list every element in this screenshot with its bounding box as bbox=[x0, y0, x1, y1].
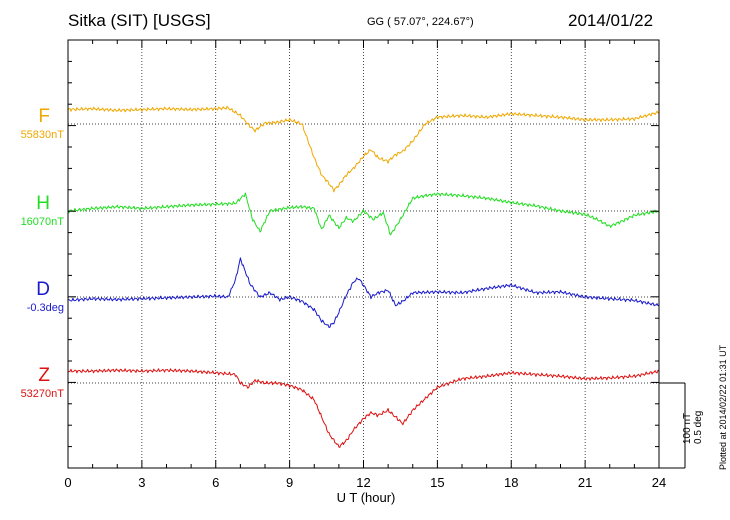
series-line-d bbox=[67, 257, 659, 328]
series-line-z bbox=[67, 368, 660, 448]
scale-bar bbox=[659, 382, 686, 469]
channel-label-z: Z bbox=[38, 365, 50, 386]
x-tick-label: 21 bbox=[578, 475, 592, 490]
scale-deg-label: 0.5 deg bbox=[693, 410, 704, 444]
date-label: 2014/01/22 bbox=[568, 11, 654, 30]
x-tick-label: 12 bbox=[356, 475, 370, 490]
channel-baseline-h: 16070nT bbox=[20, 216, 64, 228]
channel-baseline-z: 53270nT bbox=[20, 388, 64, 400]
channel-label-h: H bbox=[36, 193, 50, 214]
channel-label-f: F bbox=[38, 106, 50, 127]
grid-lines bbox=[141, 40, 586, 468]
x-tick-label: 3 bbox=[138, 475, 145, 490]
axis-ticks: 0 3 6 9 12 15 18 21 24 bbox=[64, 40, 666, 490]
x-tick-label: 18 bbox=[504, 475, 518, 490]
scale-nt-label: 100 nT bbox=[682, 412, 693, 444]
station-title: Sitka (SIT) [USGS] bbox=[68, 11, 211, 30]
series-lines bbox=[67, 105, 660, 448]
plotted-at-label: Plotted at 2014/02/22 01:31 UT bbox=[718, 344, 728, 470]
geographic-coordinates: GG ( 57.07°, 224.67°) bbox=[367, 16, 474, 28]
channel-label-d: D bbox=[36, 279, 50, 300]
x-tick-label: 24 bbox=[652, 475, 666, 490]
x-tick-label: 6 bbox=[212, 475, 219, 490]
x-tick-label: 0 bbox=[64, 475, 71, 490]
channel-baseline-d: -0.3deg bbox=[26, 302, 64, 314]
x-tick-label: 9 bbox=[286, 475, 293, 490]
series-line-h bbox=[67, 192, 660, 236]
channel-baseline-f: 55830nT bbox=[20, 129, 64, 141]
x-tick-label: 15 bbox=[430, 475, 444, 490]
x-axis-label: U T (hour) bbox=[337, 490, 396, 505]
series-line-f bbox=[67, 105, 660, 193]
